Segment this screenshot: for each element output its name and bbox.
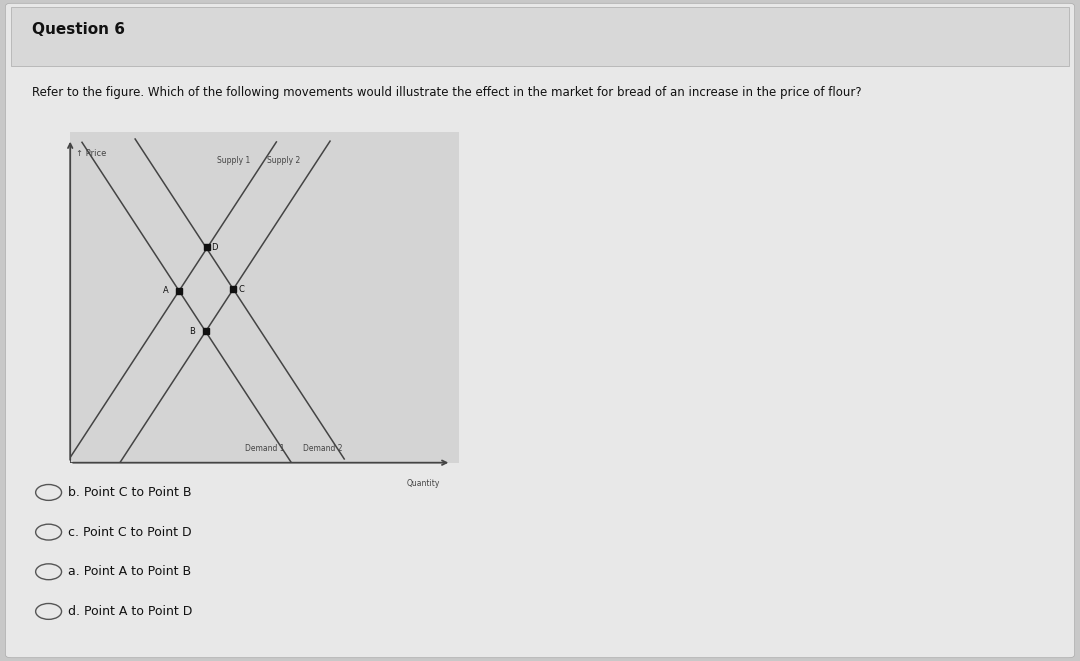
Text: Supply 2: Supply 2 (268, 156, 300, 165)
Text: a. Point A to Point B: a. Point A to Point B (68, 565, 191, 578)
Text: d. Point A to Point D: d. Point A to Point D (68, 605, 192, 618)
Text: c. Point C to Point D: c. Point C to Point D (68, 525, 191, 539)
Text: Demand 2: Demand 2 (303, 444, 342, 453)
Text: Question 6: Question 6 (32, 22, 125, 37)
Text: B: B (189, 327, 195, 336)
Text: ↑ Price: ↑ Price (76, 149, 107, 158)
Text: Refer to the figure. Which of the following movements would illustrate the effec: Refer to the figure. Which of the follow… (32, 86, 862, 99)
Text: Quantity: Quantity (406, 479, 440, 488)
Text: D: D (212, 243, 218, 252)
Text: C: C (238, 285, 244, 293)
Text: b. Point C to Point B: b. Point C to Point B (68, 486, 191, 499)
Text: Supply 1: Supply 1 (217, 156, 251, 165)
Text: Demand 1: Demand 1 (245, 444, 284, 453)
Text: A: A (163, 286, 168, 295)
